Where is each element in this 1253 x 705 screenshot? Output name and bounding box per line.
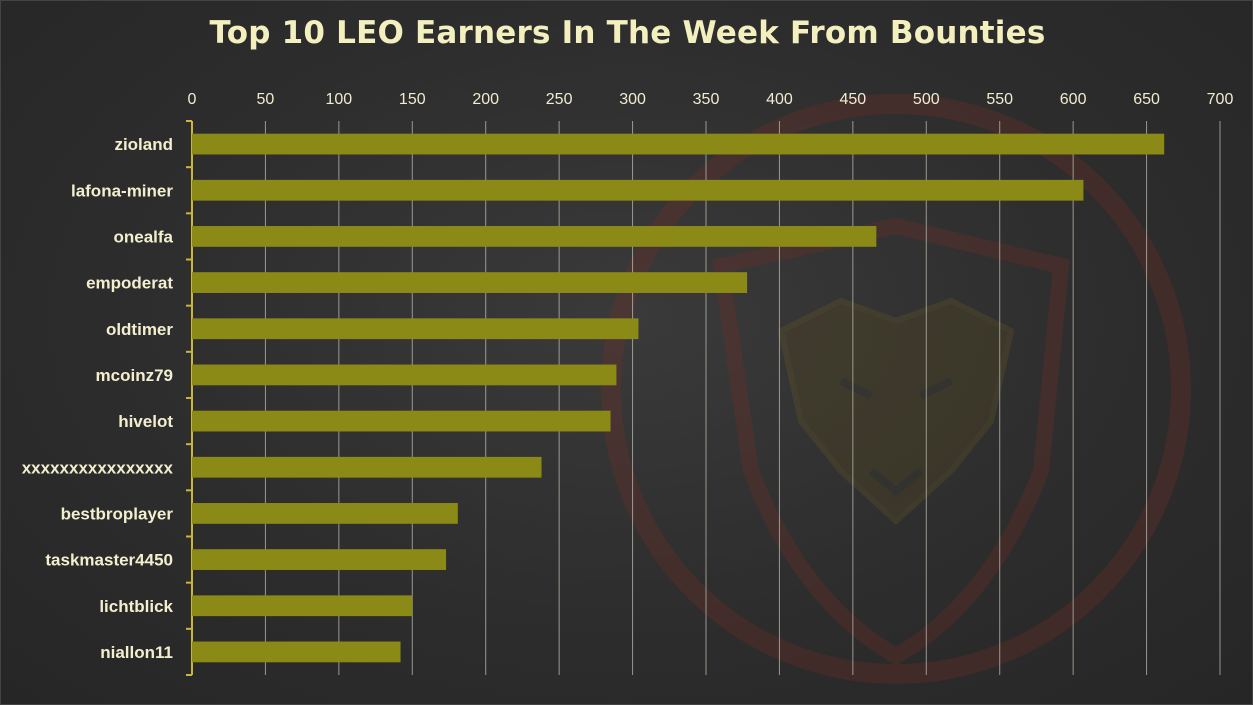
x-tick-label: 350 (693, 91, 720, 108)
x-tick-label: 700 (1207, 91, 1234, 108)
bar (192, 179, 1084, 201)
category-label: hivelot (118, 412, 173, 431)
category-label: lafona-miner (71, 181, 173, 200)
bar (192, 318, 639, 340)
category-label: niallon11 (100, 643, 173, 662)
category-label: taskmaster4450 (45, 551, 173, 570)
bar (192, 364, 617, 386)
bar (192, 503, 458, 524)
bars (192, 133, 1165, 663)
gridlines (264, 121, 1221, 675)
bar (192, 595, 413, 617)
bar (192, 456, 542, 478)
category-label: xxxxxxxxxxxxxxxx (22, 458, 174, 477)
category-label: lichtblick (99, 597, 173, 616)
x-tick-label: 0 (188, 91, 197, 108)
value-axis-ticks: 0 50 100 150 200 250 300 350 400 450 500 550 600 650 7… (188, 91, 1234, 108)
x-tick-label: 250 (546, 91, 573, 108)
category-labels: zioland lafona-miner onealfa empoderat oldti… (22, 135, 174, 662)
bar (192, 410, 611, 432)
category-label: bestbroplayer (61, 504, 174, 523)
bar (192, 641, 401, 663)
x-tick-label: 600 (1060, 91, 1087, 108)
x-tick-label: 150 (399, 91, 426, 108)
lion-logo-watermark (601, 94, 1191, 684)
category-label: mcoinz79 (96, 366, 173, 385)
x-tick-label: 50 (257, 91, 275, 108)
x-tick-label: 450 (840, 91, 867, 108)
bar (192, 272, 748, 293)
chart-title: Top 10 LEO Earners In The Week From Boun… (209, 15, 1046, 51)
category-axis (186, 120, 193, 676)
bar (192, 226, 877, 247)
bar (192, 549, 447, 570)
x-tick-label: 650 (1133, 91, 1160, 108)
x-tick-label: 500 (913, 91, 940, 108)
x-tick-label: 100 (326, 91, 353, 108)
x-tick-label: 300 (619, 91, 646, 108)
x-tick-label: 550 (986, 91, 1013, 108)
category-label: onealfa (113, 227, 173, 246)
x-tick-label: 200 (472, 91, 499, 108)
bar (192, 133, 1165, 155)
category-label: zioland (114, 135, 173, 154)
category-label: oldtimer (106, 320, 173, 339)
category-label: empoderat (86, 274, 173, 293)
x-tick-label: 400 (766, 91, 793, 108)
